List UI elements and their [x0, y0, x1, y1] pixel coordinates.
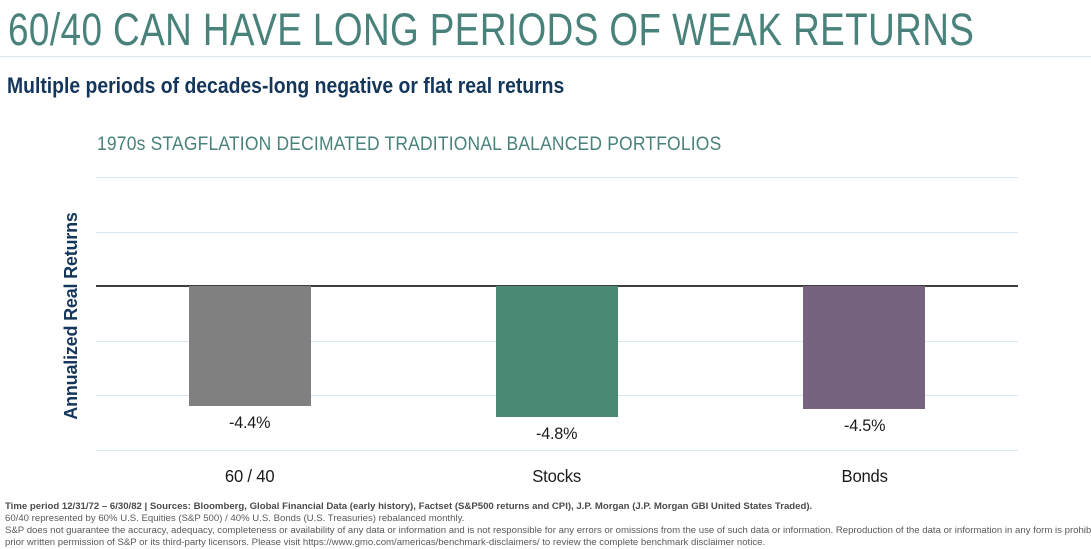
page-title: 60/40 CAN HAVE LONG PERIODS OF WEAK RETU…	[8, 4, 975, 55]
bar-value-label: -4.4%	[229, 413, 271, 433]
chart-bar	[496, 286, 618, 418]
chart-plot-area: -4.4% -4.8% -4.5%	[96, 177, 1018, 451]
bar-value-label: -4.5%	[843, 416, 885, 435]
footnote: Time period 12/31/72 – 6/30/82 | Sources…	[5, 501, 1091, 549]
chart-title: 1970s STAGFLATION DECIMATED TRADITIONAL …	[97, 134, 722, 155]
category-label: Bonds	[841, 466, 888, 486]
gridline	[96, 450, 1018, 451]
chart-bar	[803, 286, 926, 409]
title-divider	[0, 56, 1091, 57]
chart-bar	[188, 286, 311, 407]
footnote-sources-line: Time period 12/31/72 – 6/30/82 | Sources…	[5, 501, 813, 512]
footnote-disclaimer-line-1: S&P does not guarantee the accuracy, ade…	[5, 525, 1091, 536]
category-label: Stocks	[532, 466, 582, 486]
gridline	[96, 231, 1018, 233]
category-axis: 60 / 40 Stocks Bonds	[96, 466, 1018, 490]
gridline	[96, 177, 1018, 178]
page-subtitle: Multiple periods of decades-long negativ…	[7, 73, 565, 98]
category-label: 60 / 40	[224, 466, 275, 486]
bar-value-label: -4.8%	[536, 424, 578, 444]
footnote-methodology-line: 60/40 represented by 60% U.S. Equities (…	[5, 513, 465, 524]
y-axis-label: Annualized Real Returns	[61, 212, 81, 420]
footnote-disclaimer-line-2: prior written permission of S&P or its t…	[5, 537, 766, 548]
